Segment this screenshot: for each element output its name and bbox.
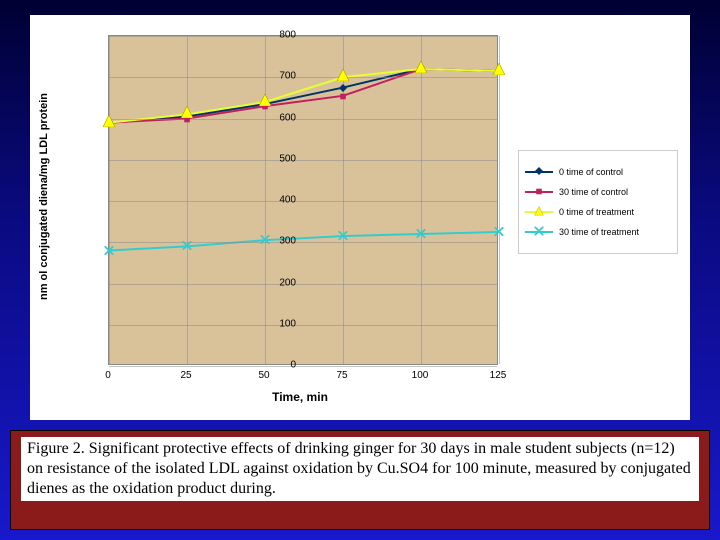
legend-swatch — [525, 211, 553, 213]
x-tick-label: 125 — [490, 370, 507, 381]
series-marker — [259, 93, 271, 111]
gridline-v — [187, 36, 188, 364]
series-marker — [417, 225, 426, 243]
legend-label: 30 time of treatment — [559, 227, 639, 237]
series-marker — [495, 223, 504, 241]
legend-label: 0 time of treatment — [559, 207, 634, 217]
series-marker — [183, 237, 192, 255]
gridline-h — [109, 201, 497, 202]
gridline-v — [499, 36, 500, 364]
gridline-v — [421, 36, 422, 364]
y-tick-label: 400 — [279, 195, 296, 206]
series-marker — [339, 227, 348, 245]
legend-swatch — [525, 191, 553, 193]
y-tick-label: 100 — [279, 318, 296, 329]
gridline-v — [109, 36, 110, 364]
y-tick-label: 700 — [279, 71, 296, 82]
plot-area — [108, 35, 498, 365]
y-tick-label: 300 — [279, 236, 296, 247]
gridline-h — [109, 284, 497, 285]
y-tick-label: 600 — [279, 112, 296, 123]
x-tick-label: 75 — [336, 370, 347, 381]
gridline-h — [109, 325, 497, 326]
legend-item: 30 time of treatment — [525, 227, 671, 237]
series-marker — [493, 62, 505, 80]
y-axis-label: nm ol conjugated diena/mg LDL protein — [38, 100, 50, 300]
legend-marker-icon — [535, 167, 543, 177]
x-tick-label: 50 — [258, 370, 269, 381]
gridline-h — [109, 119, 497, 120]
series-marker — [337, 68, 349, 86]
y-tick-label: 200 — [279, 277, 296, 288]
chart-lines — [109, 36, 497, 364]
series-marker — [261, 231, 270, 249]
gridline-h — [109, 366, 497, 367]
gridline-v — [265, 36, 266, 364]
legend-item: 0 time of control — [525, 167, 671, 177]
legend-item: 30 time of control — [525, 187, 671, 197]
legend: 0 time of control 30 time of control 0 tim… — [518, 150, 678, 254]
legend-marker-icon — [536, 187, 543, 197]
series-marker — [105, 242, 114, 260]
series-marker — [340, 87, 347, 105]
y-tick-label: 800 — [279, 30, 296, 41]
chart-panel: nm ol conjugated diena/mg LDL protein Ti… — [30, 15, 690, 420]
gridline-h — [109, 160, 497, 161]
y-tick-label: 500 — [279, 153, 296, 164]
x-tick-label: 25 — [180, 370, 191, 381]
legend-swatch — [525, 231, 553, 233]
legend-label: 0 time of control — [559, 167, 623, 177]
legend-marker-icon — [535, 207, 544, 218]
figure-caption: Figure 2. Significant protective effects… — [21, 437, 699, 501]
series-marker — [415, 60, 427, 78]
x-axis-label: Time, min — [272, 390, 328, 404]
legend-label: 30 time of control — [559, 187, 628, 197]
series-marker — [103, 114, 115, 132]
gridline-h — [109, 242, 497, 243]
gridline-h — [109, 36, 497, 37]
x-tick-label: 0 — [105, 370, 111, 381]
slide-background: nm ol conjugated diena/mg LDL protein Ti… — [0, 0, 720, 540]
x-tick-label: 100 — [412, 370, 429, 381]
legend-marker-icon — [535, 227, 544, 238]
legend-item: 0 time of treatment — [525, 207, 671, 217]
y-tick-label: 0 — [290, 360, 296, 371]
gridline-h — [109, 77, 497, 78]
legend-swatch — [525, 171, 553, 173]
caption-box: Figure 2. Significant protective effects… — [10, 430, 710, 530]
series-marker — [181, 105, 193, 123]
series-line — [109, 232, 499, 251]
